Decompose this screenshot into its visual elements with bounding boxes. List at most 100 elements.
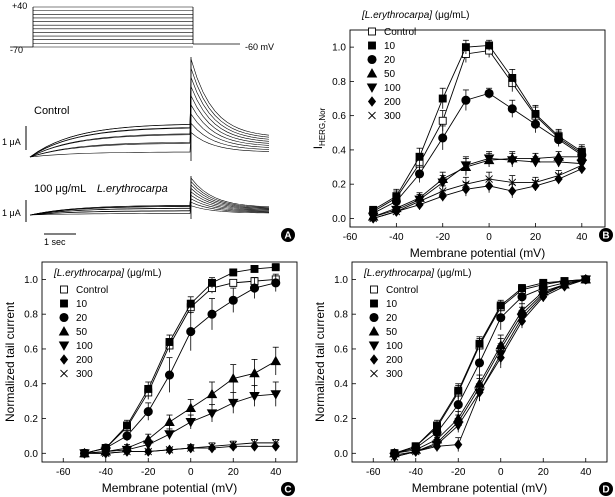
x-tick-label: 0	[486, 232, 492, 243]
marker-100	[437, 178, 448, 188]
legend-label: 50	[386, 327, 398, 338]
marker-20	[554, 135, 564, 145]
marker-300-stroke	[454, 418, 463, 426]
marker-300-stroke	[208, 442, 216, 451]
series-20	[79, 273, 281, 458]
marker-20	[228, 295, 238, 305]
x-tick-label: 20	[538, 467, 550, 478]
legend-label: 200	[386, 355, 403, 366]
marker-300	[250, 439, 259, 447]
marker-300	[370, 369, 378, 378]
marker-300-stroke	[123, 447, 131, 456]
plot-frame	[349, 29, 606, 228]
marker-10	[208, 278, 216, 287]
legend-title: [L.erythrocarpa] (μg/mL)	[53, 268, 161, 279]
marker-200	[508, 185, 517, 197]
legend-label: 10	[76, 299, 88, 310]
marker-300-stroke	[581, 275, 590, 284]
y-tick-label: 1.0	[334, 275, 348, 286]
plot-frame	[351, 261, 608, 463]
x-tick-label: -40	[409, 467, 424, 478]
x-tick-label: -60	[343, 232, 358, 243]
marker-300	[411, 447, 420, 456]
legend-label: Control	[384, 27, 416, 38]
series-line	[394, 278, 586, 454]
marker-300	[392, 207, 401, 216]
series-line	[84, 266, 276, 454]
series-line	[372, 44, 583, 211]
legend: [L.erythrocarpa] (μg/mL) Control 10 20 50 100…	[53, 268, 161, 380]
marker-20	[186, 327, 196, 337]
current-trace	[29, 184, 270, 216]
panel-letter-disc	[599, 228, 613, 242]
y-tick-label: 0.0	[24, 449, 38, 460]
legend-label: 200	[384, 97, 401, 108]
panel-letter-text: C	[284, 485, 291, 496]
marker-20	[271, 278, 281, 288]
y-tick-label: 0.0	[334, 449, 348, 460]
panel-letter-d: D	[599, 482, 613, 496]
marker-300-stroke	[496, 345, 505, 353]
y-tick-label: 0.0	[332, 214, 346, 225]
marker-300	[508, 178, 517, 187]
marker-100	[249, 391, 260, 402]
marker-300-stroke	[462, 180, 470, 188]
marker-100	[58, 341, 70, 351]
legend-label: 50	[384, 69, 396, 80]
voltage-protocol	[10, 6, 240, 48]
y-tick-label: 0.8	[334, 310, 348, 321]
y-tick-label: 0.6	[24, 344, 38, 355]
y-axis-label: Normalized tail current	[313, 301, 327, 422]
marker-100	[483, 154, 495, 164]
marker-300-stroke	[271, 439, 280, 447]
legend-label: 20	[386, 313, 398, 324]
y-tick-label: 0.2	[334, 414, 348, 425]
marker-20	[507, 104, 517, 114]
marker-300	[144, 447, 153, 456]
marker-control	[229, 278, 238, 287]
marker-300	[368, 111, 376, 120]
legend-label: 100	[76, 341, 93, 352]
marker-50	[164, 416, 175, 426]
svg-text:A: A	[284, 231, 291, 242]
y-tick-label: 0.4	[334, 379, 348, 390]
legend: [L.erythrocarpa] (μg/mL) Control 10 20 50 100…	[363, 268, 471, 380]
protocol-holding-label: -70	[10, 45, 23, 55]
marker-20	[517, 292, 527, 302]
marker-20	[496, 313, 506, 323]
x-axis-label: Membrane potential (mV)	[412, 481, 547, 495]
control-traces	[29, 57, 270, 161]
marker-control	[370, 285, 378, 294]
current-trace	[29, 77, 270, 158]
marker-50	[185, 402, 197, 413]
series-100	[367, 151, 588, 223]
series-line	[373, 164, 583, 219]
marker-300	[369, 214, 378, 223]
marker-50	[206, 388, 218, 399]
marker-100	[185, 418, 197, 428]
marker-50	[270, 355, 282, 366]
x-axis-label: Membrane potential (mV)	[410, 246, 545, 260]
marker-300	[485, 175, 493, 183]
marker-100	[507, 156, 518, 166]
marker-300-stroke	[415, 197, 424, 206]
y-tick-label: 0.8	[332, 77, 346, 88]
marker-300-stroke	[539, 289, 548, 298]
marker-50	[227, 373, 239, 383]
series-line	[394, 278, 586, 454]
marker-300	[60, 369, 68, 378]
marker-200	[369, 354, 379, 365]
panel-letter-text: D	[602, 485, 609, 496]
panel-letter-text: B	[602, 231, 609, 242]
current-trace	[29, 68, 270, 158]
marker-300	[229, 440, 238, 449]
marker-300-stroke	[229, 440, 238, 449]
marker-control	[368, 27, 376, 36]
series-control	[390, 275, 590, 458]
marker-300-stroke	[165, 446, 174, 454]
trace-drug-species: L.erythrocarpa	[97, 183, 168, 195]
marker-100	[553, 157, 564, 168]
marker-20	[367, 54, 377, 65]
marker-20	[453, 400, 463, 410]
series-line	[372, 92, 583, 214]
